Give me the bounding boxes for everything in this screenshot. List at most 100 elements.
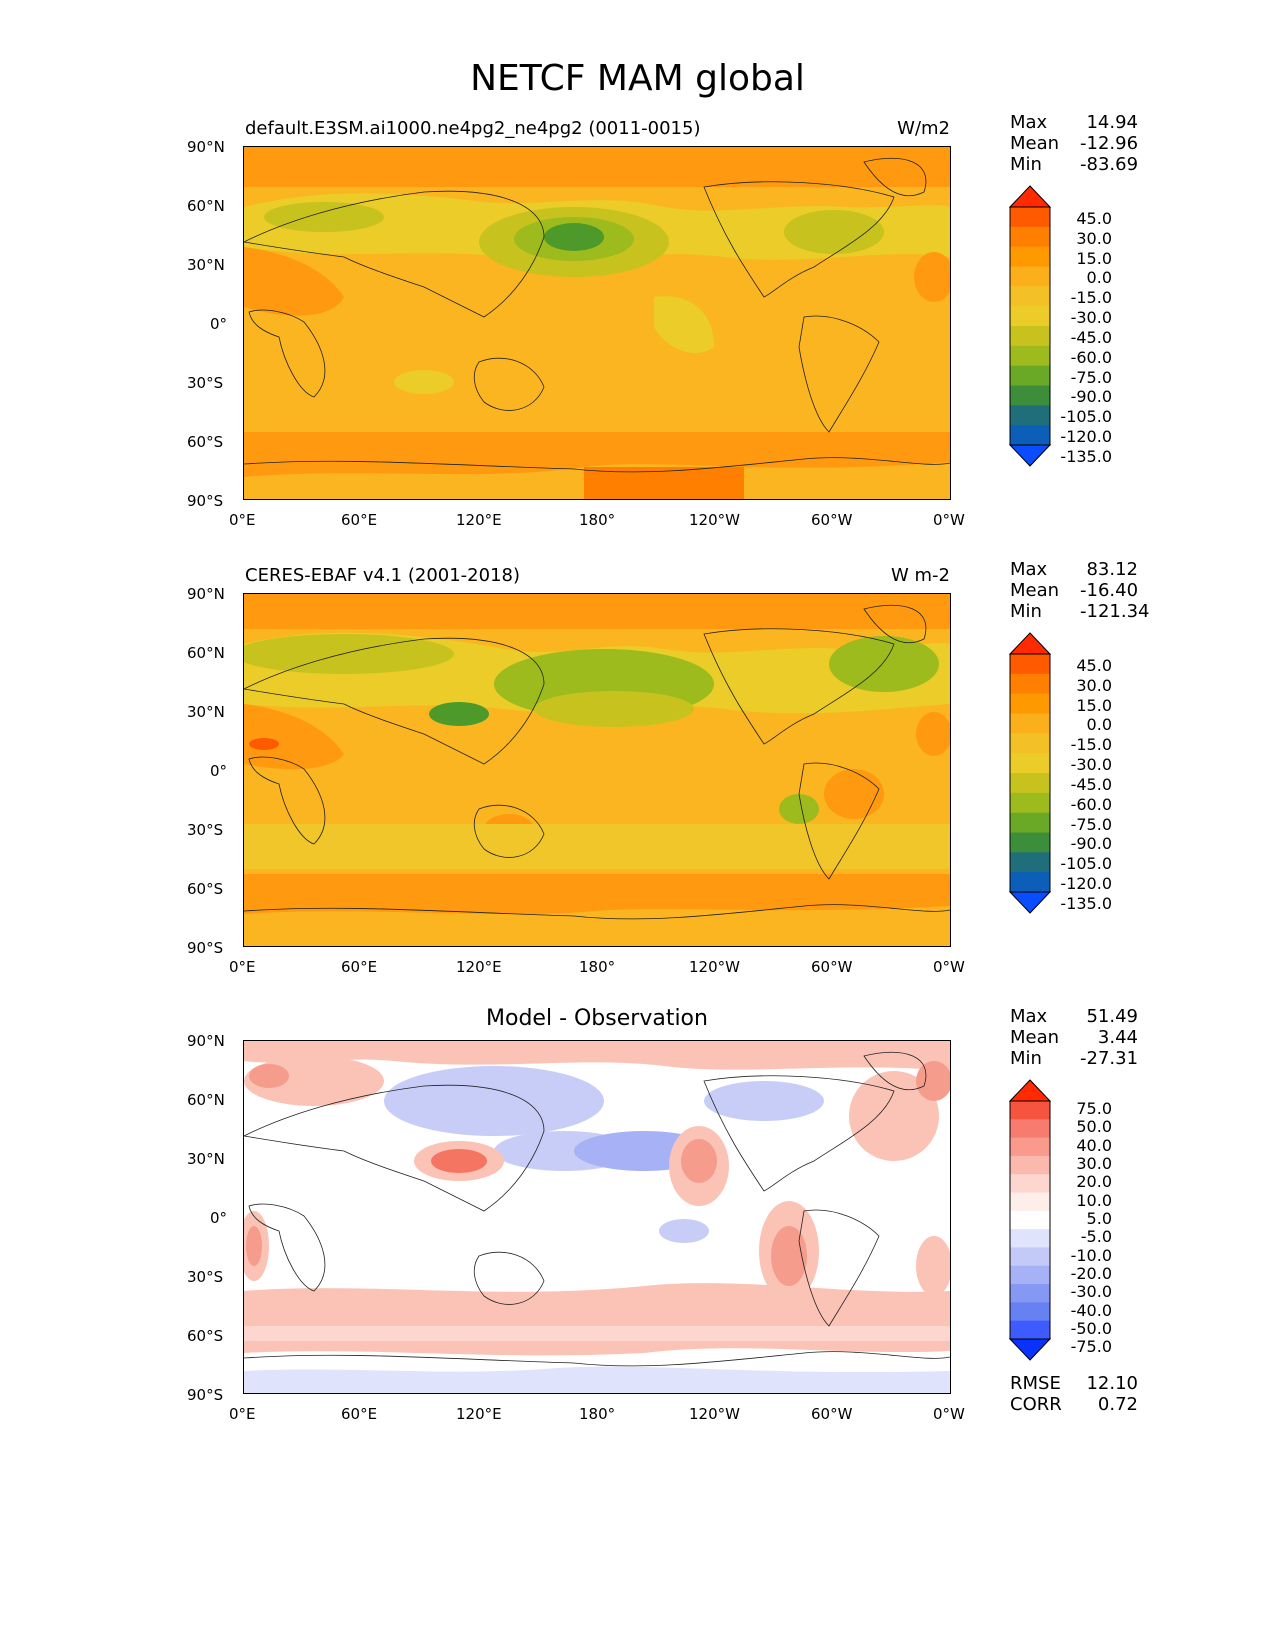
atlantic-south-pink xyxy=(916,1236,950,1296)
colorbar-frame xyxy=(1009,1100,1051,1340)
y-tick: 60°S xyxy=(187,433,224,451)
colorbar-level-label: -75.0 xyxy=(1070,367,1112,387)
eurasia-green xyxy=(264,202,384,232)
coastlines xyxy=(244,157,950,473)
figure-title: NETCF MAM global xyxy=(470,58,805,99)
stat-row: Min -121.34 xyxy=(1010,601,1150,622)
colorbar-level-label: -50.0 xyxy=(1070,1318,1112,1338)
observation-map xyxy=(243,593,951,947)
colorbar-segment xyxy=(1010,286,1050,307)
colorbar-level-label: 0.0 xyxy=(1086,715,1112,735)
stat-row: Min -83.69 xyxy=(1010,154,1139,175)
colorbar-level-label: -120.0 xyxy=(1060,874,1112,894)
colorbar-segment xyxy=(1010,1101,1050,1120)
x-tick: 180° xyxy=(579,1405,616,1423)
y-tick: 0° xyxy=(210,762,228,780)
north-america-coast xyxy=(703,628,895,745)
north-atlantic-green xyxy=(784,210,884,254)
colorbar-level-label: 30.0 xyxy=(1076,228,1112,248)
colorbar-level-label: -15.0 xyxy=(1070,735,1112,755)
stat-row: Mean -12.96 xyxy=(1010,133,1139,154)
africa-coast xyxy=(248,756,326,845)
panel-3-title: Model - Observation xyxy=(486,1006,708,1031)
x-tick: 0°W xyxy=(933,958,965,976)
colorbar-top-extension xyxy=(1008,185,1052,208)
colorbar-level-label: -60.0 xyxy=(1070,794,1112,814)
colorbar-segment xyxy=(1010,812,1050,833)
x-tick: 60°W xyxy=(811,511,853,529)
y-tick: 60°S xyxy=(187,1327,224,1345)
south-america-coast xyxy=(798,1209,880,1327)
colorbar-segment xyxy=(1010,1229,1050,1248)
panel-2-units: W m-2 xyxy=(890,565,950,586)
antarctica-coast xyxy=(244,1351,950,1367)
colorbar-segment xyxy=(1010,733,1050,754)
sahara-orange xyxy=(244,247,344,316)
x-tick: 120°W xyxy=(689,1405,740,1423)
sahara-orange xyxy=(244,704,344,770)
colorbar xyxy=(1008,1079,1052,1361)
colorbar-level-label: -60.0 xyxy=(1070,347,1112,367)
stat-row: Max 14.94 xyxy=(1010,112,1138,133)
antarctic-yellow xyxy=(244,906,950,946)
colorbar-level-label: -20.0 xyxy=(1070,1263,1112,1283)
indian-blue xyxy=(659,1219,709,1243)
x-tick: 60°W xyxy=(811,958,853,976)
colorbar-level-label: 20.0 xyxy=(1076,1172,1112,1192)
colorbar-segment xyxy=(1010,345,1050,367)
china-dark-green xyxy=(429,702,489,726)
colorbar-level-label: 0.0 xyxy=(1086,268,1112,288)
antarctic-red-patch xyxy=(584,467,744,499)
arctic-band xyxy=(244,147,950,187)
colorbar-level-label: 40.0 xyxy=(1076,1135,1112,1155)
atlantic-east-orange xyxy=(916,712,950,756)
atlantic-east-orange xyxy=(914,252,950,302)
x-tick: 60°W xyxy=(811,1405,853,1423)
australia-coast xyxy=(473,804,545,858)
australia-coast xyxy=(473,1251,545,1305)
colorbar-segment xyxy=(1010,773,1050,794)
colorbar-level-label: -90.0 xyxy=(1070,387,1112,407)
x-tick: 0°E xyxy=(229,958,256,976)
colorbar-frame xyxy=(1009,206,1051,446)
colorbar-segment xyxy=(1010,1210,1050,1230)
coastlines xyxy=(244,604,950,920)
colorbar-top-extension xyxy=(1008,632,1052,655)
x-tick: 0°E xyxy=(229,1405,256,1423)
y-tick: 30°N xyxy=(187,256,225,274)
colorbar-segment xyxy=(1010,1265,1050,1285)
siberia-blue xyxy=(384,1066,604,1136)
colorbar-segment xyxy=(1010,872,1050,893)
southern-ocean-light xyxy=(244,824,950,869)
eurasia-coast xyxy=(244,1084,545,1212)
y-tick: 60°N xyxy=(187,1091,225,1109)
colorbar-segment xyxy=(1010,852,1050,873)
y-tick: 0° xyxy=(210,315,228,333)
y-tick: 60°S xyxy=(187,880,224,898)
colorbar-level-label: 10.0 xyxy=(1076,1190,1112,1210)
north-pacific-dark-core xyxy=(544,223,604,251)
colorbar-segment xyxy=(1010,207,1050,228)
y-tick: 90°N xyxy=(187,585,225,603)
y-tick: 90°N xyxy=(187,138,225,156)
colorbar-level-label: 45.0 xyxy=(1076,655,1112,675)
colorbar-segment xyxy=(1010,1174,1050,1194)
colorbar-level-label: -30.0 xyxy=(1070,1282,1112,1302)
eurasia-coast xyxy=(244,190,545,318)
y-tick: 30°S xyxy=(187,374,224,392)
colorbar-segment xyxy=(1010,306,1050,327)
x-tick: 60°E xyxy=(341,958,378,976)
colorbar-segment xyxy=(1010,673,1050,695)
y-tick: 0° xyxy=(210,1209,228,1227)
x-tick: 120°W xyxy=(689,511,740,529)
greenland-pink xyxy=(849,1071,939,1161)
colorbar-segment xyxy=(1010,1284,1050,1303)
colorbar-level-label: -45.0 xyxy=(1070,774,1112,794)
southern-ocean-pink xyxy=(244,1283,950,1356)
colorbar-segment xyxy=(1010,1320,1050,1340)
colorbar-level-label: 30.0 xyxy=(1076,1154,1112,1174)
north-america-blue xyxy=(704,1081,824,1121)
colorbar-level-label: -40.0 xyxy=(1070,1300,1112,1320)
y-tick: 90°S xyxy=(187,492,224,510)
australia-coast xyxy=(473,357,545,411)
